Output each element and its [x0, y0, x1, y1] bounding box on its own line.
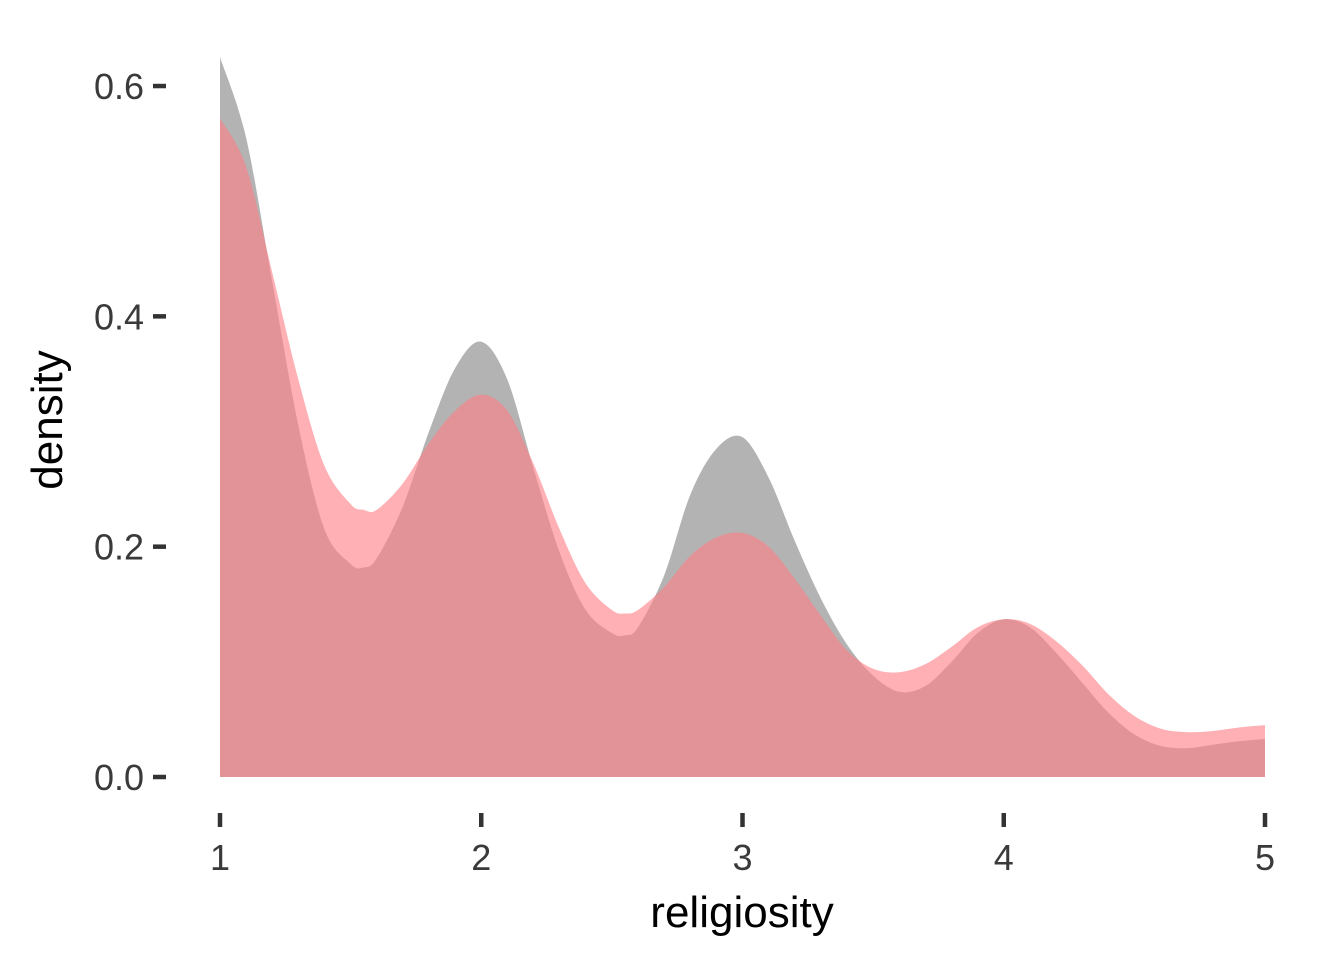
y-axis-title: density [23, 350, 72, 489]
density-areas [220, 57, 1265, 778]
x-tick-label: 4 [994, 837, 1014, 878]
density-area-2 [220, 118, 1265, 777]
y-tick-label: 0.4 [94, 296, 144, 337]
x-tick-label: 5 [1255, 837, 1275, 878]
y-tick-label: 0.6 [94, 66, 144, 107]
y-tick-label: 0.0 [94, 757, 144, 798]
x-tick-label: 3 [732, 837, 752, 878]
x-tick-label: 1 [210, 837, 230, 878]
x-axis: 1 2 3 4 5 [210, 813, 1275, 878]
x-tick-label: 2 [471, 837, 491, 878]
y-tick-label: 0.2 [94, 527, 144, 568]
y-axis: 0.0 0.2 0.4 0.6 [94, 66, 166, 798]
x-axis-title: religiosity [650, 888, 833, 937]
